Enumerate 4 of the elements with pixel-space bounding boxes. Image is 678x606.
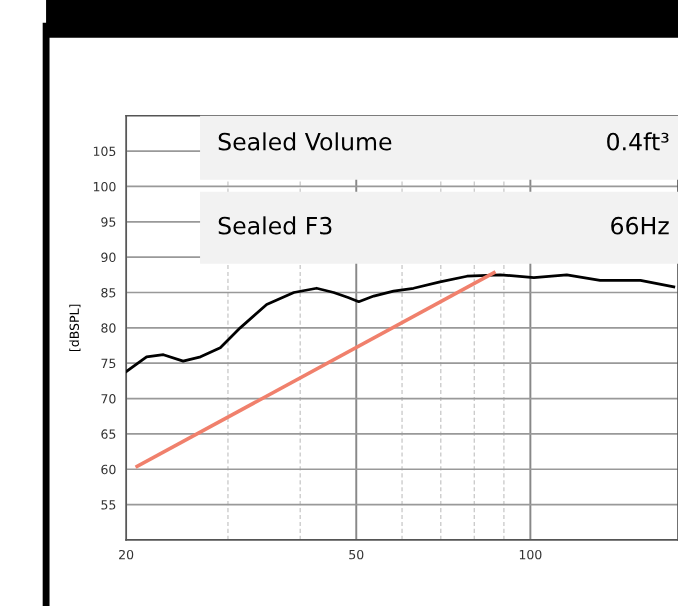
annotation: 66Hz xyxy=(611,216,669,235)
annotation: 0.4ft³ xyxy=(607,132,669,151)
annotation: Sealed Volume xyxy=(218,132,392,151)
annotation: Sealed F3 xyxy=(218,216,332,235)
